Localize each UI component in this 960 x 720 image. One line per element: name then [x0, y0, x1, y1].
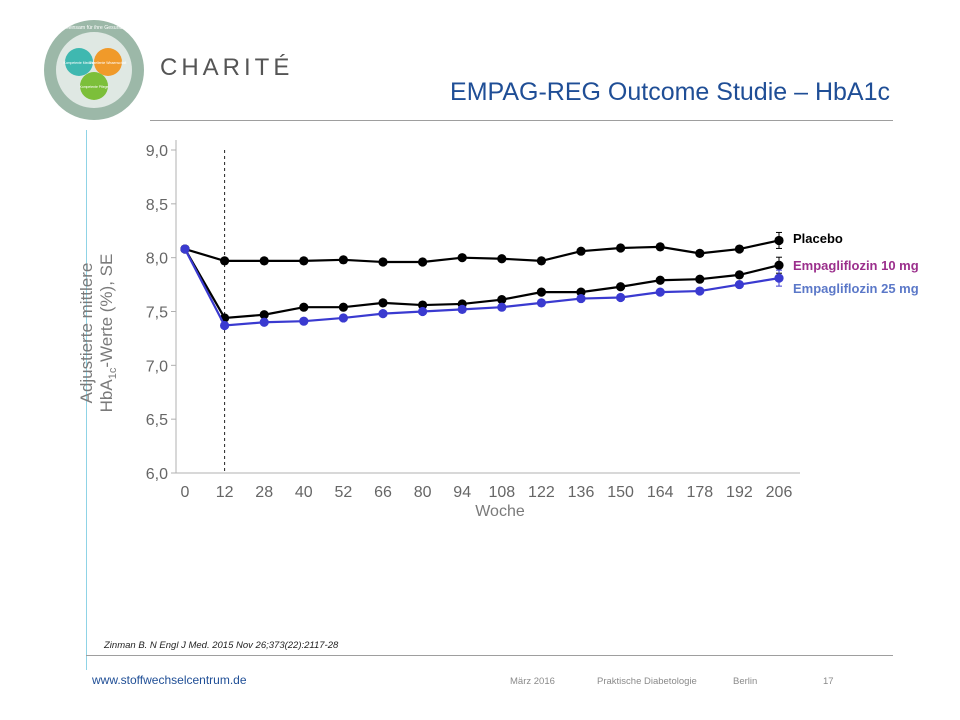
y-tick-label: 6,0 — [146, 466, 168, 483]
x-tick-label: 164 — [647, 484, 674, 501]
title-divider — [150, 120, 893, 121]
data-point — [655, 275, 665, 285]
x-tick-label: 80 — [414, 484, 432, 501]
x-tick-label: 94 — [453, 484, 471, 501]
data-point — [378, 298, 388, 308]
data-point — [734, 279, 745, 290]
logo-ring-text: Gemeinsam für ihre Gesundheit — [57, 25, 131, 31]
health-logo: Kompetente Medizin Exzellente Wissenscha… — [44, 20, 144, 120]
data-point — [180, 244, 190, 254]
x-tick-label: 108 — [488, 484, 515, 501]
data-point — [616, 282, 626, 292]
y-tick-label: 6,5 — [146, 412, 168, 429]
logo-text-3: Kompetente Pflege — [80, 85, 109, 89]
series-label: Empagliflozin 10 mg — [793, 258, 919, 273]
data-point — [259, 256, 269, 266]
data-point — [220, 256, 230, 266]
charite-brand: CHARITÉ — [160, 54, 294, 81]
citation: Zinman B. N Engl J Med. 2015 Nov 26;373(… — [104, 640, 339, 651]
data-point — [497, 302, 507, 312]
data-point — [220, 320, 230, 331]
data-point — [734, 270, 745, 280]
left-accent-line — [86, 130, 87, 670]
y-tick-label: 8,5 — [146, 197, 168, 214]
series-label: Placebo — [793, 231, 843, 246]
data-point — [695, 286, 705, 296]
data-point — [655, 242, 665, 252]
data-point — [655, 287, 665, 297]
data-point — [338, 302, 348, 312]
y-axis-label-line2: HbA1c-Werte (%), SE — [96, 253, 120, 413]
x-tick-label: 66 — [374, 484, 392, 501]
y-tick-label: 7,0 — [146, 358, 168, 375]
data-point — [497, 295, 507, 305]
x-tick-label: 28 — [255, 484, 273, 501]
data-point — [695, 274, 705, 284]
data-point — [576, 293, 586, 304]
x-tick-label: 192 — [726, 484, 753, 501]
data-point — [457, 253, 467, 263]
data-point — [576, 246, 586, 256]
x-axis-label: Woche — [475, 503, 525, 520]
data-point — [299, 256, 309, 266]
data-point — [259, 310, 269, 320]
data-point — [536, 287, 547, 297]
data-point — [338, 255, 348, 265]
x-tick-label: 0 — [181, 484, 190, 501]
logo-text-2: Exzellente Wissenschaft — [90, 61, 127, 65]
data-point — [299, 316, 309, 326]
series-line-2 — [184, 248, 780, 327]
x-tick-label: 178 — [686, 484, 713, 501]
footer-city: Berlin — [733, 676, 758, 687]
data-point — [418, 257, 428, 267]
data-point — [616, 243, 626, 253]
data-point — [734, 244, 745, 254]
y-tick-label: 9,0 — [146, 143, 168, 160]
series-line-0 — [184, 239, 780, 264]
y-axis-label-line1: Adjustierte mittlere — [76, 262, 96, 404]
data-point — [418, 306, 428, 317]
data-point — [616, 292, 626, 303]
data-point — [378, 257, 388, 267]
data-point — [576, 287, 586, 297]
data-point — [536, 256, 547, 266]
data-point — [259, 317, 269, 327]
series-label: Empagliflozin 25 mg — [793, 281, 919, 296]
footer-event: Praktische Diabetologie — [597, 676, 697, 687]
footer-divider — [86, 655, 893, 656]
footer-date: März 2016 — [510, 676, 555, 687]
data-point — [695, 248, 705, 258]
x-tick-label: 12 — [216, 484, 234, 501]
footer-page-number: 17 — [823, 676, 834, 687]
data-point — [338, 313, 348, 323]
x-tick-label: 136 — [568, 484, 595, 501]
x-tick-label: 40 — [295, 484, 313, 501]
x-tick-label: 122 — [528, 484, 555, 501]
footer-url[interactable]: www.stoffwechselcentrum.de — [92, 673, 247, 687]
x-tick-label: 206 — [766, 484, 793, 501]
data-point — [378, 309, 388, 319]
x-tick-label: 150 — [607, 484, 634, 501]
x-tick-label: 52 — [335, 484, 353, 501]
y-tick-label: 8,0 — [146, 251, 168, 268]
data-point — [418, 300, 428, 310]
data-point — [497, 254, 507, 264]
page-title: EMPAG-REG Outcome Studie – HbA1c — [450, 78, 890, 106]
series-line-1 — [184, 248, 780, 320]
logo-text-1: Kompetente Medizin — [64, 61, 95, 65]
data-point — [457, 304, 467, 314]
data-point — [299, 302, 309, 312]
y-tick-label: 7,5 — [146, 305, 168, 322]
data-point — [536, 298, 547, 308]
